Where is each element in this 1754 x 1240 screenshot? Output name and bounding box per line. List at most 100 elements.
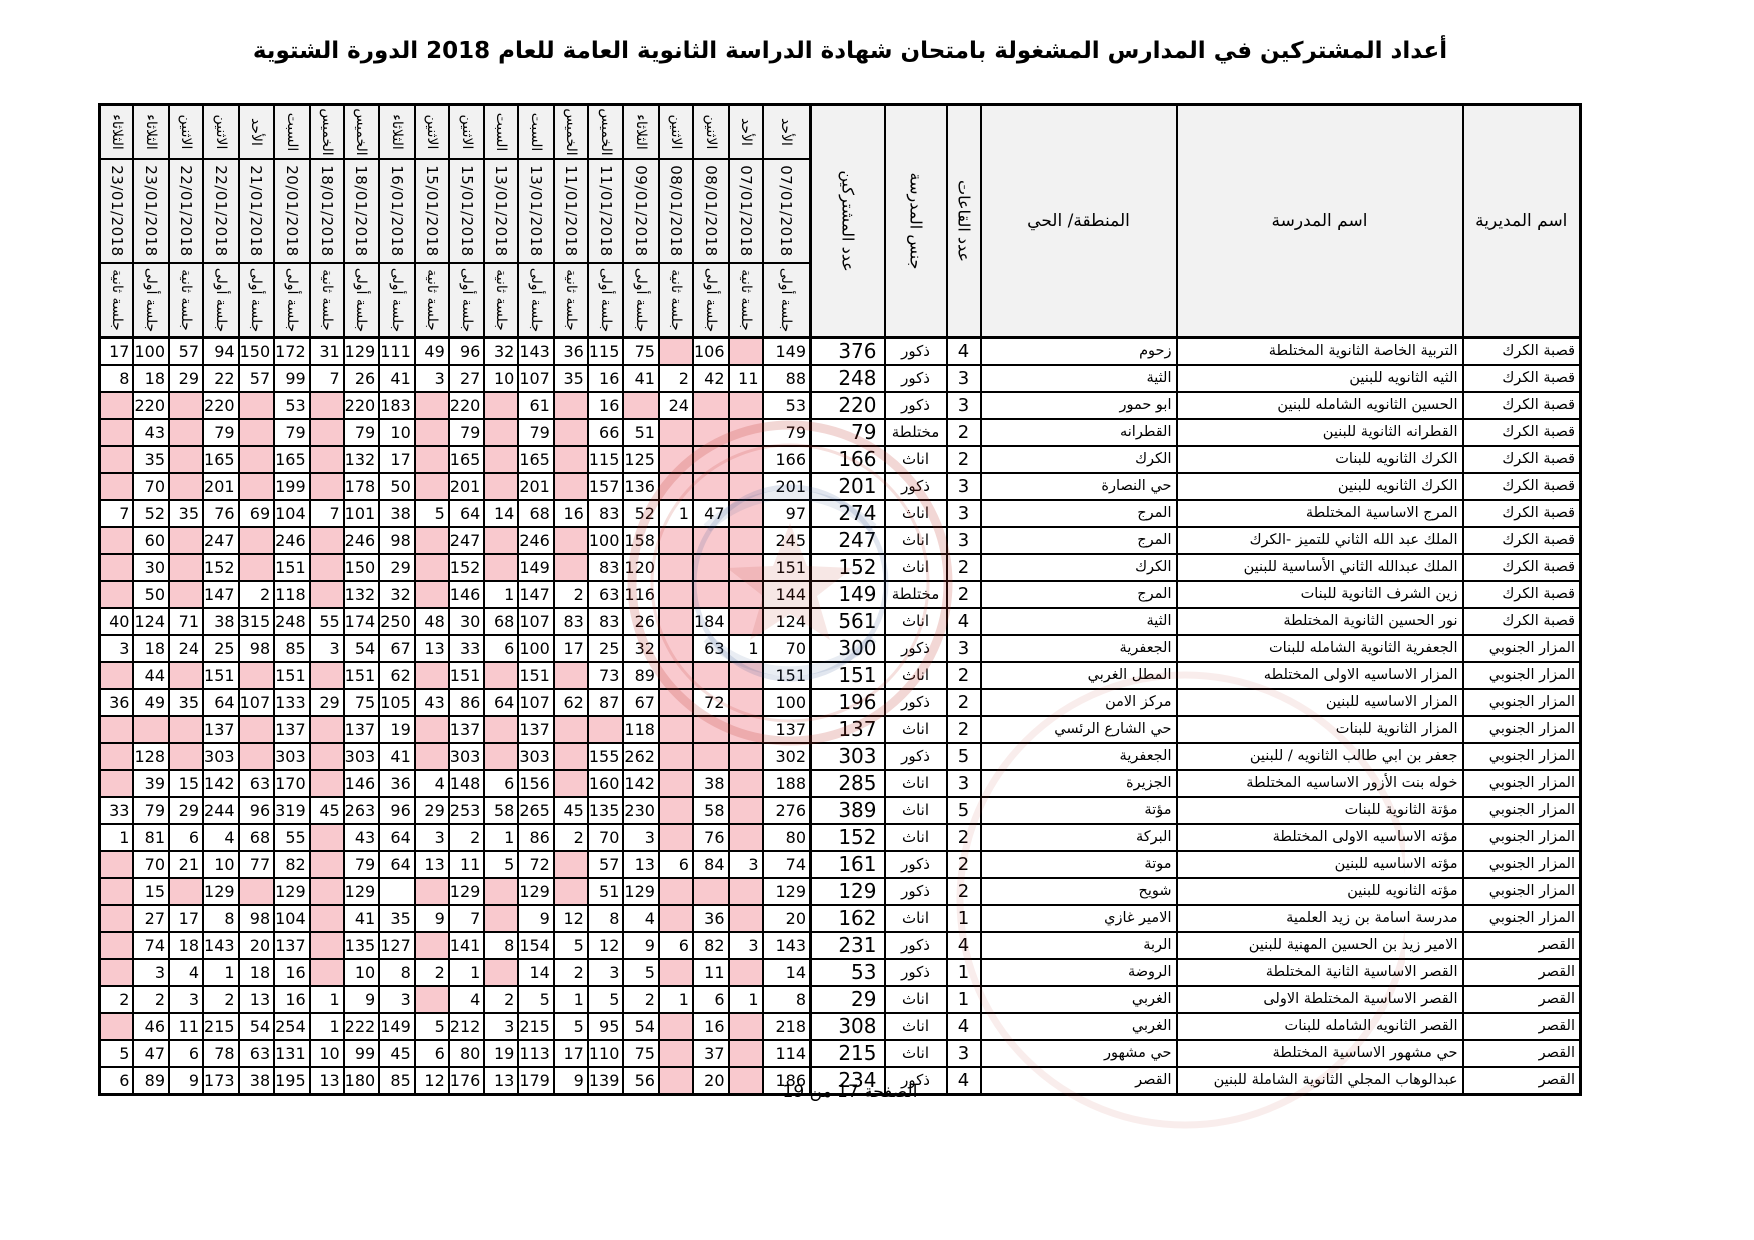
day-text-8: السبت <box>493 112 510 152</box>
session-wrap-13: جلسة ثانية <box>311 264 343 336</box>
cell-count: 170 <box>273 769 311 798</box>
cell-school-gender: ذكور <box>883 688 948 717</box>
cell-count: 3 <box>413 823 450 852</box>
cell-count: 319 <box>273 796 311 825</box>
cell-count: 36 <box>691 904 730 933</box>
cell-count: 79 <box>202 418 240 447</box>
header-halls-count: عدد القاعات <box>945 103 982 339</box>
date-wrap-5: 11/01/2018 <box>589 160 623 262</box>
table-row-21: المزار الجنوبي مدرسة اسامة بن زيد العلمية… <box>98 904 1582 933</box>
cell-count: 118 <box>622 715 660 744</box>
cell-school-name: القصر الاساسية الثانية المختلطة <box>1175 958 1464 987</box>
cell-count-empty <box>657 526 694 555</box>
cell-count: 22 <box>202 364 240 393</box>
cell-school-name: المزار الاساسيه الاولى المختلطه <box>1175 661 1464 690</box>
cell-count: 15 <box>168 769 205 798</box>
header-date-10: 15/01/2018 <box>413 158 450 264</box>
session-text-8: جلسة ثانية <box>493 269 510 331</box>
cell-count-empty <box>657 1012 694 1041</box>
cell-participants-count: 247 <box>809 526 886 555</box>
cell-count: 11 <box>447 850 486 879</box>
session-wrap-11: جلسة أولى <box>380 264 414 336</box>
cell-school-gender: اناث <box>883 607 948 636</box>
cell-count: 80 <box>761 823 812 852</box>
cell-count: 86 <box>447 688 486 717</box>
cell-count: 11 <box>168 1012 205 1041</box>
cell-participants-count: 201 <box>809 472 886 501</box>
cell-count: 30 <box>132 553 171 582</box>
cell-count-empty <box>413 553 450 582</box>
cell-count: 220 <box>132 391 171 420</box>
cell-count-empty <box>413 877 450 906</box>
date-text-0: 07/01/2018 <box>777 165 796 257</box>
cell-count: 220 <box>447 391 486 420</box>
cell-halls-count: 2 <box>945 877 982 906</box>
cell-count: 147 <box>202 580 240 609</box>
cell-count: 10 <box>342 958 381 987</box>
day-wrap-14: السبت <box>275 106 309 158</box>
cell-count-empty <box>308 445 345 474</box>
cell-district: المرج <box>979 526 1178 555</box>
cell-count: 303 <box>202 742 240 771</box>
cell-count: 1 <box>657 499 694 528</box>
session-text-1: جلسة ثانية <box>737 269 754 331</box>
day-text-5: الخميس <box>597 108 614 156</box>
table-row-24: القصر القصر الاساسية المختلطة الاولى الغرب… <box>98 985 1582 1014</box>
cell-count: 110 <box>586 1039 625 1068</box>
cell-count: 137 <box>761 715 812 744</box>
cell-count: 96 <box>237 796 276 825</box>
cell-count: 151 <box>761 661 812 690</box>
cell-district: ابو حمور <box>979 391 1178 420</box>
date-wrap-7: 13/01/2018 <box>519 160 553 262</box>
cell-count-empty <box>727 769 764 798</box>
cell-count: 276 <box>761 796 812 825</box>
cell-count-empty <box>657 418 694 447</box>
session-text-10: جلسة ثانية <box>423 269 440 331</box>
cell-count-empty <box>98 958 135 987</box>
cell-count: 172 <box>273 336 311 366</box>
cell-school-gender: اناث <box>883 553 948 582</box>
cell-count: 1 <box>308 985 345 1014</box>
day-text-3: الاثنين <box>667 114 684 150</box>
cell-count: 52 <box>132 499 171 528</box>
cell-count: 13 <box>483 1066 520 1096</box>
cell-count: 141 <box>447 931 486 960</box>
cell-count: 166 <box>761 445 812 474</box>
cell-count-empty <box>237 742 276 771</box>
session-wrap-19: جلسة ثانية <box>101 264 133 336</box>
header-day-3: الاثنين <box>657 103 694 160</box>
cell-count-empty <box>237 418 276 447</box>
cell-count-empty <box>413 472 450 501</box>
cell-count-empty <box>691 715 730 744</box>
header-day-4: الثلاثاء <box>622 103 660 160</box>
cell-school-gender: ذكور <box>883 634 948 663</box>
cell-count: 69 <box>237 499 276 528</box>
cell-school-gender: اناث <box>883 769 948 798</box>
cell-count: 17 <box>552 634 589 663</box>
cell-count: 14 <box>483 499 520 528</box>
cell-district: زحوم <box>979 336 1178 366</box>
cell-count: 5 <box>517 985 555 1014</box>
cell-halls-count: 2 <box>945 688 982 717</box>
session-wrap-18: جلسة أولى <box>134 264 168 336</box>
cell-count-empty <box>168 445 205 474</box>
cell-district: الربة <box>979 931 1178 960</box>
cell-district: القطرانه <box>979 418 1178 447</box>
header-date-15: 21/01/2018 <box>237 158 276 264</box>
cell-count: 7 <box>308 364 345 393</box>
cell-count: 35 <box>168 499 205 528</box>
cell-count: 50 <box>378 472 416 501</box>
cell-directorate: المزار الجنوبي <box>1461 634 1582 663</box>
cell-count-empty <box>657 877 694 906</box>
cell-count: 18 <box>168 931 205 960</box>
cell-district: الثية <box>979 607 1178 636</box>
cell-count-empty <box>657 1039 694 1068</box>
cell-district: المرج <box>979 499 1178 528</box>
cell-count: 104 <box>273 904 311 933</box>
session-wrap-7: جلسة أولى <box>519 264 553 336</box>
cell-school-gender: اناث <box>883 661 948 690</box>
cell-count-empty <box>657 553 694 582</box>
cell-count-empty <box>657 445 694 474</box>
cell-participants-count: 300 <box>809 634 886 663</box>
cell-count: 262 <box>622 742 660 771</box>
